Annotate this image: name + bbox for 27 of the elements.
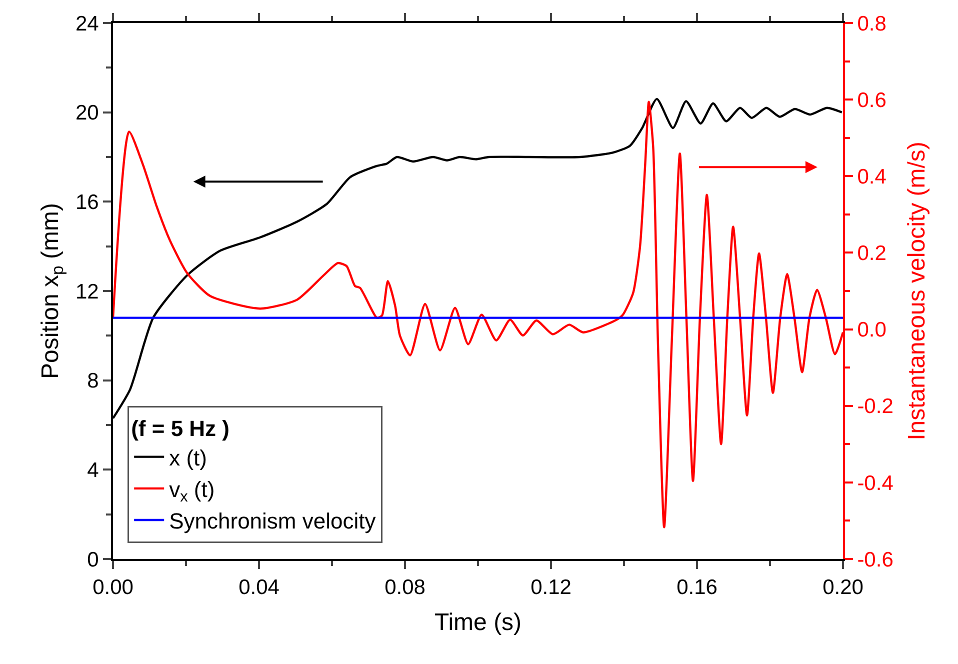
y-tick-label: 16 <box>75 191 99 214</box>
x-tick-label: 0.16 <box>676 576 718 600</box>
y2-tick-label: -0.6 <box>857 548 894 572</box>
legend-title: (f = 5 Hz ) <box>131 416 230 442</box>
x-tick-label: 0.00 <box>92 576 134 600</box>
legend-label: x (t) <box>169 445 207 470</box>
y2-tick-label: 0.6 <box>857 88 886 112</box>
y2-tick-label: 0.4 <box>857 165 887 188</box>
legend-label: v$_{x}$ (t) <box>169 477 215 506</box>
y-tick-label: 8 <box>87 370 99 393</box>
y-tick-label: 0 <box>87 548 99 572</box>
x-tick-label: 0.04 <box>238 576 280 600</box>
y-tick-label: 20 <box>75 102 99 125</box>
y2-tick-label: -0.2 <box>857 395 894 418</box>
y2-tick-label: 0.2 <box>857 242 886 266</box>
y2-axis-title: Instantaneous velocity (m/s) <box>904 142 931 440</box>
y-tick-label: 4 <box>87 459 100 482</box>
y-tick-label: 12 <box>75 280 99 304</box>
legend-label: Synchronism velocity <box>169 508 376 534</box>
y2-tick-label: -0.4 <box>857 472 894 495</box>
y-tick-label: 24 <box>75 12 100 36</box>
x-tick-label: 0.20 <box>822 576 864 600</box>
x-tick-label: 0.12 <box>530 576 572 600</box>
y2-tick-label: 0.8 <box>857 12 886 36</box>
y2-tick-label: 0.0 <box>857 318 886 342</box>
x-tick-label: 0.08 <box>384 576 426 600</box>
x-axis-title: Time (s) <box>434 609 522 636</box>
